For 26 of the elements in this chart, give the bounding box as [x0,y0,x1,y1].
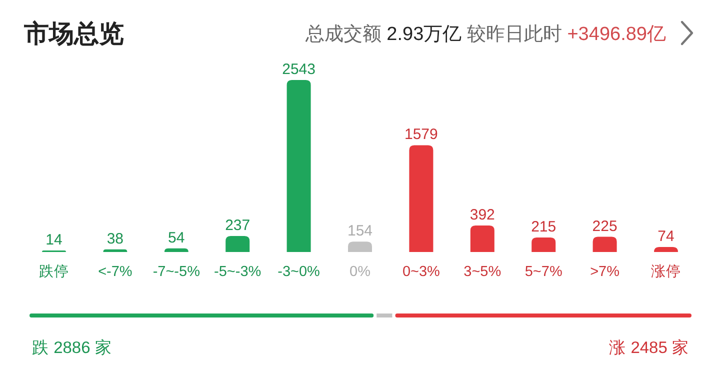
text: 涨 2485 家 [609,338,689,357]
text: 跌 2886 家 [32,338,112,357]
data-label: 54 [168,229,185,246]
x-tick-label: >7% [590,264,620,280]
x-tick-label: 0% [350,264,371,280]
chart-subtitle: 总成交额 2.93万亿 较昨日此时 +3496.89亿 [304,23,666,45]
x-tick-label: -3~0% [278,264,320,280]
data-label: 38 [106,230,124,248]
x-tick-label: <-7% [98,264,132,280]
data-label: 154 [347,222,373,240]
data-label: 1579 [404,126,438,144]
chart-title: 市场总览 [23,20,124,48]
x-tick-label: -7~-5% [152,264,200,280]
x-tick-label: -5~-3% [214,264,262,280]
x-tick-label: 涨停 [651,263,681,280]
x-tick-label: 跌停 [39,263,69,280]
data-label: 225 [592,218,618,235]
data-label: 14 [46,232,62,248]
x-tick-label: 5~7% [524,264,562,280]
x-tick-label: 0~3% [402,264,440,280]
x-tick-label: 3~5% [464,264,502,280]
data-label: 74 [658,228,674,245]
data-label: 2543 [282,61,316,78]
data-label: 237 [225,216,250,234]
data-label: 215 [531,218,556,236]
data-label: 392 [470,206,495,224]
